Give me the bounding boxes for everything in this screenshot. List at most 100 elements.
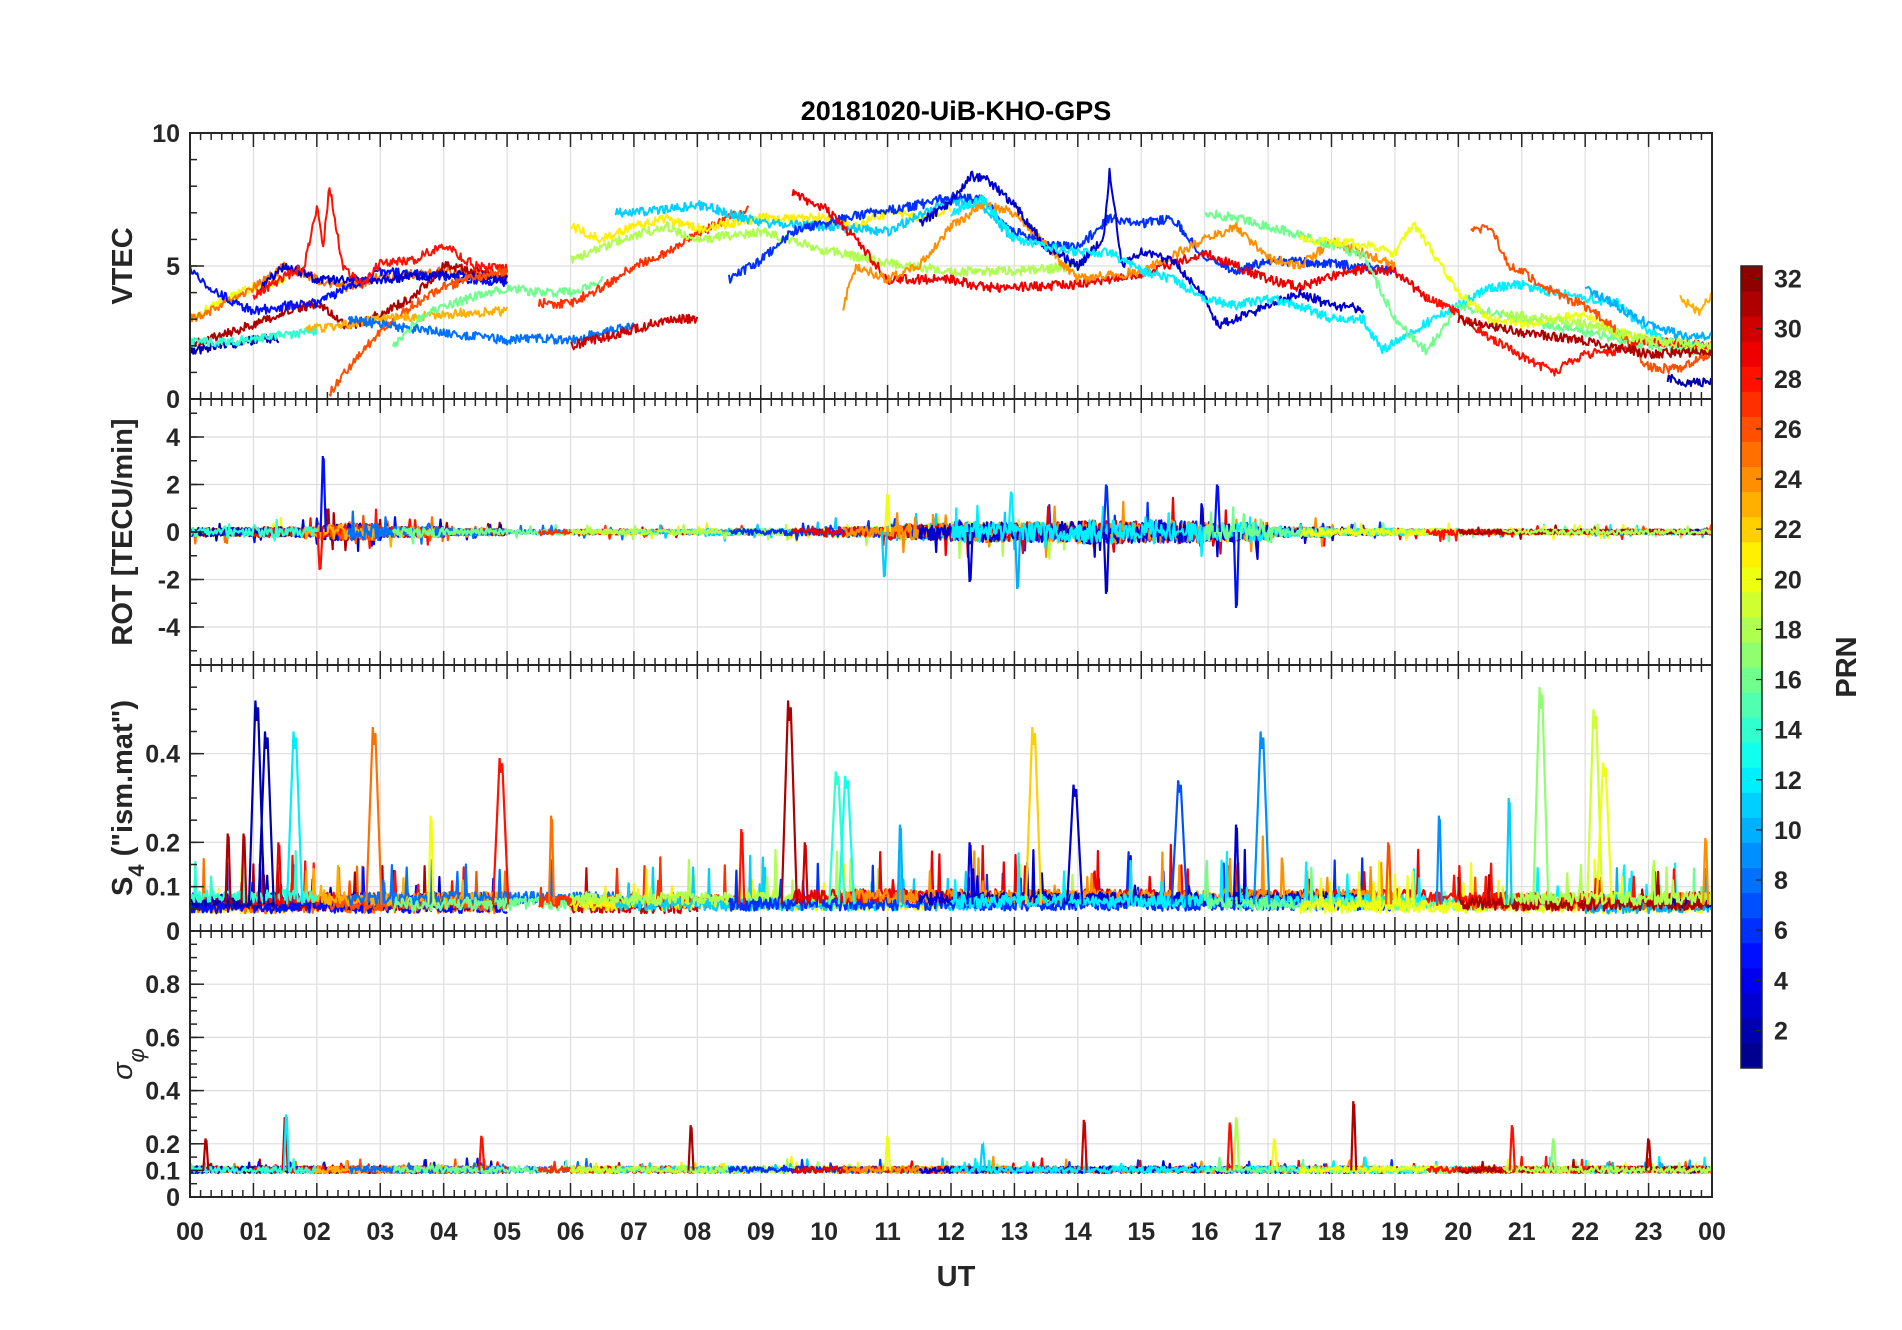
y-axis-label-vtec: VTEC: [107, 227, 139, 304]
y-tick-label: 10: [152, 120, 180, 148]
s4-peak-prn-19: [1586, 709, 1604, 905]
s4-series-prn-18: [1501, 859, 1712, 907]
colorbar-swatch-22: [1741, 516, 1762, 543]
x-tick-label: 00: [1698, 1218, 1726, 1246]
s4-peak-prn-20: [1595, 762, 1613, 905]
colorbar-swatch-18: [1741, 616, 1762, 643]
s4-peak-prn-20: [427, 815, 435, 905]
colorbar-swatch-27: [1741, 391, 1762, 417]
x-tick-label: 15: [1127, 1218, 1155, 1246]
sigma-peak-prn-31: [687, 1125, 695, 1171]
colorbar-tick-label: 8: [1774, 867, 1788, 895]
colorbar-swatch-9: [1741, 842, 1762, 868]
rot-series-prn-18: [1502, 523, 1712, 536]
colorbar-swatch-3: [1741, 992, 1762, 1019]
sigma-peak-prn-31: [1644, 1138, 1653, 1171]
s4-peak-prn-9: [1435, 815, 1443, 905]
rot-peak-prn-12: [1007, 491, 1015, 533]
s4-peak-prn-31: [780, 700, 798, 905]
s4-peak-prn-4: [966, 842, 974, 905]
colorbar-tick-label: 28: [1774, 366, 1802, 394]
colorbar-tick-label: 32: [1774, 266, 1802, 294]
x-tick-label: 10: [810, 1218, 838, 1246]
colorbar-swatch-2: [1741, 1017, 1762, 1044]
colorbar-swatch-12: [1741, 767, 1762, 793]
colorbar-swatch-1: [1741, 1042, 1762, 1069]
rot-peak-prn-10: [1014, 531, 1022, 590]
panel-s4: 00.10.20.4S4 ("ism.mat"): [107, 664, 1713, 946]
s4-peak-prn-28: [738, 828, 746, 905]
s4-peak-prn-3: [1232, 824, 1240, 905]
sigma-peak-prn-31: [202, 1138, 210, 1171]
colorbar-tick-label: 6: [1774, 917, 1788, 945]
x-tick-label: 11: [874, 1218, 901, 1246]
y-label-sub: φ: [124, 1048, 149, 1062]
rot-peak-prn-5: [1213, 484, 1221, 533]
x-tick-label: 12: [937, 1218, 965, 1246]
s4-peak-prn-2: [257, 731, 275, 905]
sigma-peak-prn-20: [1270, 1138, 1279, 1171]
colorbar-tick-label: 24: [1774, 466, 1802, 494]
panel-rot: -4 -2 0 2 4 ROT [TECU/min]: [107, 398, 1713, 666]
s4-peak-prn-11: [1505, 797, 1513, 905]
sigma-peak-prn-12: [282, 1114, 290, 1171]
sigma-peak-prn-30: [1080, 1119, 1088, 1171]
sigma-peak-prn-11: [979, 1141, 987, 1171]
x-axis-label: UT: [937, 1261, 976, 1293]
colorbar-tick-label: 26: [1774, 416, 1802, 444]
x-tick-label: 04: [430, 1218, 458, 1246]
vtec-series-prn-2: [1666, 373, 1712, 388]
y-tick-label: 0.6: [145, 1024, 180, 1052]
vtec-series-prn-29: [791, 189, 1428, 302]
s4-peak-prn-9: [1253, 731, 1271, 905]
colorbar-frame: [1740, 265, 1763, 1069]
colorbar-swatch-17: [1741, 641, 1762, 668]
y-tick-label: 0: [166, 1184, 180, 1212]
x-tick-label: 14: [1064, 1218, 1092, 1246]
y-axis-label-rot: ROT [TECU/min]: [107, 418, 139, 645]
s4-peak-prn-13: [837, 775, 856, 905]
x-tick-label: 01: [240, 1218, 268, 1246]
s4-peak-prn-25: [365, 727, 383, 905]
vtec-series-prn-18: [570, 221, 1079, 277]
x-tick-label: 18: [1318, 1218, 1346, 1246]
colorbar-tick-label: 22: [1774, 516, 1802, 544]
vtec-series-prn-26: [328, 267, 509, 397]
rot-peak-prn-6: [1102, 484, 1110, 533]
s4-peak-prn-22: [1024, 727, 1043, 905]
vtec-series-prn-28: [1425, 294, 1712, 377]
y-tick-label: 0: [166, 918, 180, 946]
rot-series-prn-31: [1458, 524, 1712, 540]
x-tick-label: 02: [303, 1218, 331, 1246]
sigma-peak-prn-31: [1350, 1101, 1358, 1171]
s4-peak-prn-24: [1702, 837, 1710, 905]
x-tick-label: 06: [557, 1218, 585, 1246]
y-tick-label: 0.4: [145, 1078, 180, 1106]
colorbar-swatch-30: [1741, 316, 1762, 342]
y-tick-label: 0.4: [145, 741, 180, 769]
sigma-peak-prn-18: [1232, 1117, 1240, 1171]
colorbar-swatch-31: [1741, 291, 1762, 317]
x-tick-label: 07: [620, 1218, 648, 1246]
rot-peak-prn-3: [1102, 531, 1110, 594]
x-tick-label: 05: [493, 1218, 521, 1246]
x-tick-label: 23: [1635, 1218, 1663, 1246]
sigma-series-prn-18: [1501, 1162, 1712, 1175]
rot-lines: [190, 455, 1712, 609]
y-label-main: S: [107, 877, 139, 896]
colorbar-swatch-26: [1741, 416, 1762, 442]
y-tick-label: 5: [166, 253, 180, 281]
colorbar-swatch-4: [1741, 967, 1762, 994]
s4-peak-prn-7: [1170, 780, 1188, 905]
y-tick-label: -2: [158, 567, 180, 595]
colorbar-swatch-14: [1741, 717, 1762, 743]
sigma-series-prn-14: [190, 1157, 318, 1175]
sigma-peak-prn-20: [883, 1135, 892, 1171]
vtec-series-prn-30: [570, 313, 699, 351]
rot-peak-prn-3: [966, 531, 974, 582]
colorbar-swatch-13: [1741, 742, 1762, 768]
y-tick-label: 0: [166, 386, 180, 414]
y-tick-label: 2: [166, 472, 180, 500]
vtec-series-prn-24: [842, 200, 1396, 311]
